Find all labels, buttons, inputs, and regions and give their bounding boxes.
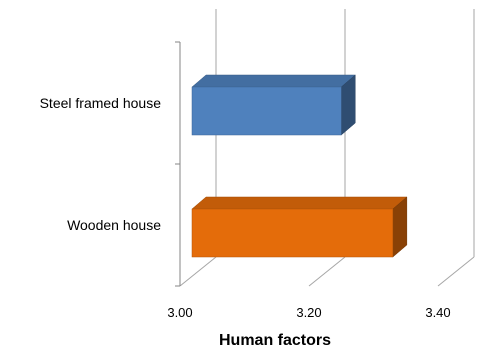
gridline-floor [308, 256, 346, 287]
category-label: Steel framed house [40, 95, 162, 111]
bar-front-face [191, 86, 342, 136]
bar-layer [191, 74, 408, 258]
gridline-floor [179, 256, 217, 287]
bar-wooden-house [191, 196, 408, 258]
axis-layer [175, 41, 181, 287]
gridline-floor [437, 256, 475, 287]
x-axis-title: Human factors [219, 332, 331, 349]
bar-top-face [191, 74, 356, 88]
bar-front-face [191, 208, 394, 258]
bar-steel-framed-house [191, 74, 356, 136]
x-tick-label: 3.00 [167, 305, 192, 320]
x-tick-label: 3.40 [425, 305, 450, 320]
category-label: Wooden house [67, 217, 161, 233]
label-layer: Steel framed house Wooden house 3.00 3.20 3.… [40, 95, 451, 320]
x-tick-label: 3.20 [296, 305, 321, 320]
bar-top-face [191, 196, 408, 210]
